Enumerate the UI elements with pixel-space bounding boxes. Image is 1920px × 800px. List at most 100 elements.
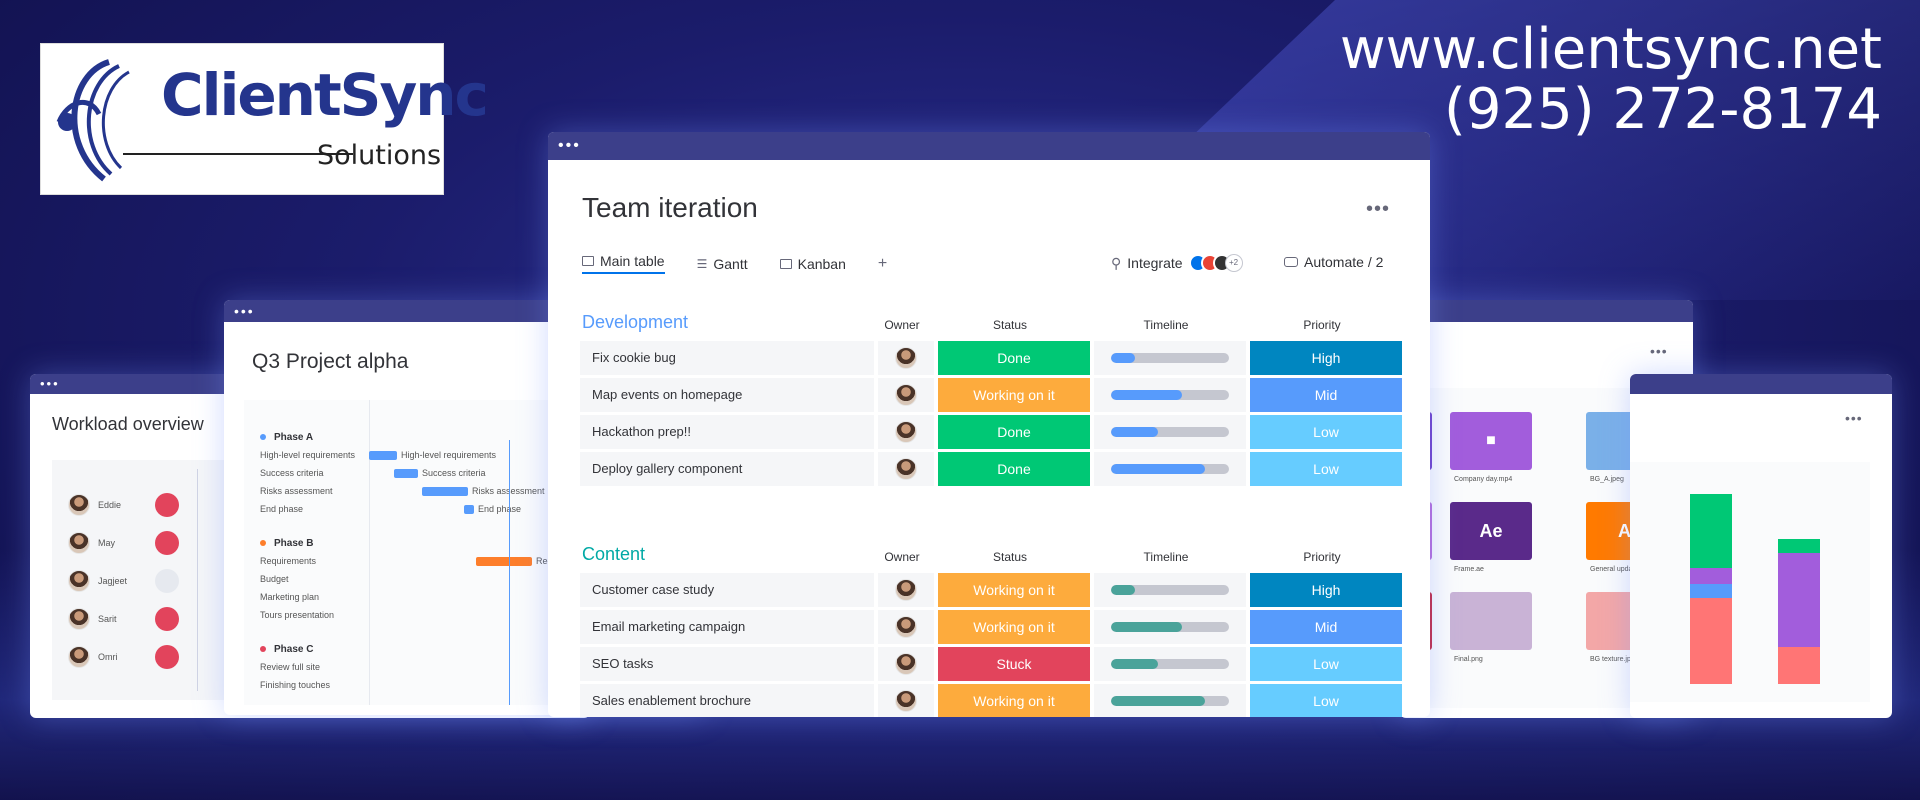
column-header-status[interactable]: Status <box>992 318 1028 332</box>
gantt-task[interactable]: Risks assessment <box>260 486 333 496</box>
table-row[interactable]: Email marketing campaign Working on it M… <box>580 610 1402 644</box>
avatar <box>895 421 917 443</box>
timeline-cell[interactable] <box>1094 684 1246 717</box>
item-name[interactable]: Deploy gallery component <box>580 452 874 486</box>
timeline-cell[interactable] <box>1094 378 1246 412</box>
tab-main-table[interactable]: Main table <box>582 253 665 274</box>
owner-cell[interactable] <box>878 341 934 375</box>
website-link[interactable]: www.clientsync.net <box>1339 17 1882 82</box>
table-row[interactable]: Map events on homepage Working on it Mid <box>580 378 1402 412</box>
tab-gantt[interactable]: ☰ Gantt <box>697 254 748 274</box>
column-header-priority[interactable]: Priority <box>1303 318 1341 332</box>
priority-badge[interactable]: Mid <box>1250 610 1402 644</box>
automate-button[interactable]: Automate / 2 <box>1284 254 1383 270</box>
workload-row[interactable]: Jagjeet <box>68 568 179 594</box>
integrate-button[interactable]: ⚲ Integrate +2 <box>1111 254 1243 272</box>
status-badge[interactable]: Working on it <box>938 610 1090 644</box>
timeline-cell[interactable] <box>1094 415 1246 449</box>
gantt-bar-label: Success criteria <box>422 468 486 478</box>
status-badge[interactable]: Working on it <box>938 378 1090 412</box>
column-header-priority[interactable]: Priority <box>1303 550 1341 564</box>
gantt-bar[interactable] <box>476 557 532 566</box>
gantt-task[interactable]: Finishing touches <box>260 680 331 690</box>
item-name[interactable]: Sales enablement brochure <box>580 684 874 717</box>
timeline-cell[interactable] <box>1094 610 1246 644</box>
item-name[interactable]: Email marketing campaign <box>580 610 874 644</box>
owner-cell[interactable] <box>878 684 934 717</box>
phone-number[interactable]: (925) 272-8174 <box>1444 77 1882 142</box>
phase-name: Phase B <box>274 538 314 549</box>
workload-row[interactable]: Eddie <box>68 492 179 518</box>
avatar <box>68 608 90 630</box>
gantt-bar[interactable] <box>394 469 418 478</box>
gantt-task[interactable]: Requirements <box>260 556 317 566</box>
workload-row[interactable]: Omri <box>68 644 179 670</box>
status-badge[interactable]: Working on it <box>938 684 1090 717</box>
item-name[interactable]: Map events on homepage <box>580 378 874 412</box>
owner-cell[interactable] <box>878 647 934 681</box>
gantt-task[interactable]: Success criteria <box>260 468 324 478</box>
priority-badge[interactable]: Low <box>1250 684 1402 717</box>
status-badge[interactable]: Working on it <box>938 573 1090 607</box>
more-options-icon[interactable]: ••• <box>1650 343 1668 359</box>
gantt-task[interactable]: High-level requirements <box>260 450 356 460</box>
integrate-label: Integrate <box>1127 255 1183 271</box>
item-name[interactable]: Customer case study <box>580 573 874 607</box>
gantt-bar[interactable] <box>369 451 397 460</box>
gantt-phase-header[interactable]: Phase C <box>260 644 313 655</box>
tab-kanban[interactable]: Kanban <box>779 254 846 274</box>
owner-cell[interactable] <box>878 573 934 607</box>
column-header-owner[interactable]: Owner <box>884 550 920 564</box>
priority-badge[interactable]: Low <box>1250 452 1402 486</box>
timeline-cell[interactable] <box>1094 647 1246 681</box>
file-thumbnail[interactable]: Ae <box>1450 502 1532 560</box>
owner-cell[interactable] <box>878 610 934 644</box>
item-name[interactable]: Fix cookie bug <box>580 341 874 375</box>
gantt-phase-header[interactable]: Phase A <box>260 432 313 443</box>
gantt-bar[interactable] <box>464 505 474 514</box>
owner-cell[interactable] <box>878 452 934 486</box>
priority-badge[interactable]: High <box>1250 573 1402 607</box>
column-header-status[interactable]: Status <box>992 550 1028 564</box>
more-options-icon[interactable]: ••• <box>1366 198 1391 220</box>
gantt-task[interactable]: End phase <box>260 504 304 514</box>
gantt-phase-header[interactable]: Phase B <box>260 538 313 549</box>
timeline-cell[interactable] <box>1094 452 1246 486</box>
table-row[interactable]: SEO tasks Stuck Low <box>580 647 1402 681</box>
workload-row[interactable]: Sarit <box>68 606 179 632</box>
status-badge[interactable]: Done <box>938 341 1090 375</box>
gantt-task[interactable]: Budget <box>260 574 289 584</box>
gantt-bar[interactable] <box>422 487 468 496</box>
table-row[interactable]: Deploy gallery component Done Low <box>580 452 1402 486</box>
table-row[interactable]: Fix cookie bug Done High <box>580 341 1402 375</box>
timeline-cell[interactable] <box>1094 573 1246 607</box>
gantt-task[interactable]: Marketing plan <box>260 592 320 602</box>
file-thumbnail[interactable] <box>1450 592 1532 650</box>
column-header-timeline[interactable]: Timeline <box>1143 550 1189 564</box>
more-options-icon[interactable]: ••• <box>1845 410 1863 426</box>
column-header-owner[interactable]: Owner <box>884 318 920 332</box>
table-row[interactable]: Hackathon prep!! Done Low <box>580 415 1402 449</box>
priority-badge[interactable]: High <box>1250 341 1402 375</box>
priority-badge[interactable]: Mid <box>1250 378 1402 412</box>
owner-cell[interactable] <box>878 415 934 449</box>
priority-badge[interactable]: Low <box>1250 415 1402 449</box>
timeline-cell[interactable] <box>1094 341 1246 375</box>
table-row[interactable]: Customer case study Working on it High <box>580 573 1402 607</box>
add-view-button[interactable]: + <box>877 255 888 272</box>
priority-badge[interactable]: Low <box>1250 647 1402 681</box>
status-badge[interactable]: Stuck <box>938 647 1090 681</box>
column-header-timeline[interactable]: Timeline <box>1143 318 1189 332</box>
item-name[interactable]: Hackathon prep!! <box>580 415 874 449</box>
group-title[interactable]: Content <box>582 544 646 564</box>
file-thumbnail[interactable]: ■ <box>1450 412 1532 470</box>
status-badge[interactable]: Done <box>938 452 1090 486</box>
table-row[interactable]: Sales enablement brochure Working on it … <box>580 684 1402 717</box>
gantt-task[interactable]: Tours presentation <box>260 610 335 620</box>
gantt-task[interactable]: Review full site <box>260 662 321 672</box>
status-badge[interactable]: Done <box>938 415 1090 449</box>
owner-cell[interactable] <box>878 378 934 412</box>
item-name[interactable]: SEO tasks <box>580 647 874 681</box>
group-title[interactable]: Development <box>582 312 689 332</box>
workload-row[interactable]: May <box>68 530 179 556</box>
